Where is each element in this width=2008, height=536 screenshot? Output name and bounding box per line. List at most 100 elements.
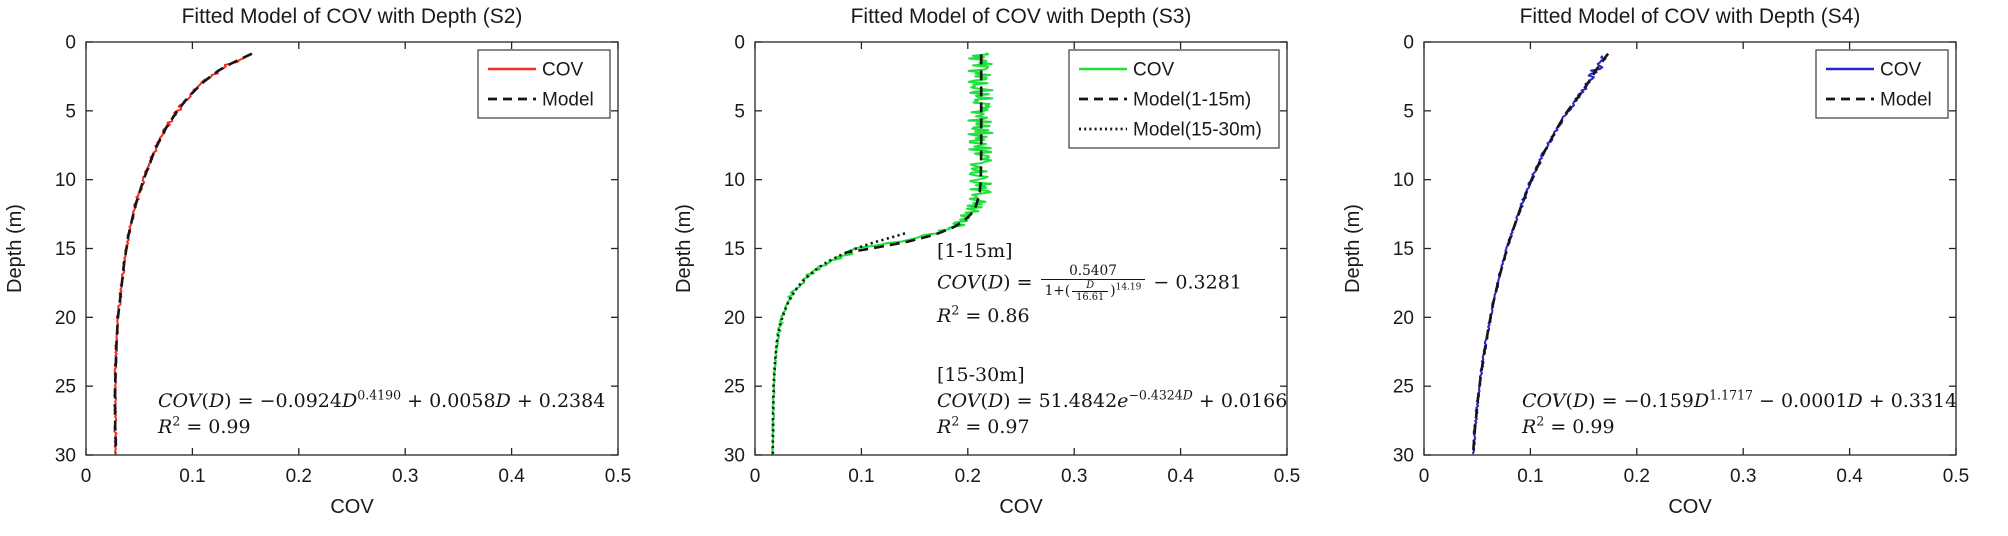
y-tick-label: 20 bbox=[724, 308, 745, 329]
equation-variable: e bbox=[1117, 390, 1129, 412]
equation-text: ) = −0.0924 bbox=[224, 390, 342, 412]
equation-variable: D bbox=[1847, 390, 1863, 412]
y-tick-label: 20 bbox=[55, 308, 76, 329]
equation-text: − 0.0001 bbox=[1753, 390, 1848, 412]
equation-line: R2 = 0.86 bbox=[937, 303, 1242, 329]
equation-text: −0.4324 bbox=[1128, 387, 1183, 403]
equation-text: + 0.0058 bbox=[401, 390, 496, 412]
legend-item-label: Model bbox=[1880, 90, 1932, 111]
legend-item-label: Model bbox=[542, 90, 594, 111]
equation-variable: COV bbox=[937, 271, 981, 294]
equation-variable: R bbox=[937, 305, 952, 328]
y-tick-label: 30 bbox=[724, 446, 745, 467]
chart-s4: 0 0.1 0.2 0.3 0.4 0.5 0 5 10 15 20 25 30 Fitted Model… bbox=[1342, 5, 1969, 518]
x-tick-label: 0.4 bbox=[498, 466, 525, 487]
equation-fraction: 0.5407 1+(D 16.61)14.19 bbox=[1040, 263, 1146, 304]
equation-line: COV(D) = 51.4842e−0.4324D + 0.0166 bbox=[937, 388, 1287, 414]
chart-s2: 0 0.1 0.2 0.3 0.4 0.5 0 5 10 15 20 25 30 Fitted Model… bbox=[4, 5, 631, 518]
equation-superscript: 2 bbox=[1536, 413, 1545, 429]
equation-text: 1+( bbox=[1044, 283, 1071, 300]
series-line-model bbox=[1471, 52, 1610, 454]
x-tick-label: 0 bbox=[750, 466, 761, 487]
x-tick-label: 0.5 bbox=[1943, 466, 1969, 487]
equation-text: 16.61 bbox=[1076, 292, 1105, 304]
equation-annotation: COV(D) = −0.159D1.1717 − 0.0001D + 0.331… bbox=[1522, 388, 1957, 440]
equation-variable: D bbox=[987, 390, 1004, 412]
panel-s4: 0 0.1 0.2 0.3 0.4 0.5 0 5 10 15 20 25 30 Fitted Model… bbox=[1338, 0, 2007, 536]
y-tick-label: 15 bbox=[1393, 239, 1414, 260]
x-tick-label: 0 bbox=[1419, 466, 1430, 487]
legend-item-label: COV bbox=[542, 60, 584, 81]
y-axis-label: Depth (m) bbox=[4, 204, 26, 293]
y-tick-label: 30 bbox=[1393, 446, 1414, 467]
y-tick-label: 5 bbox=[65, 101, 76, 122]
equation-line: COV(D) = −0.0924D0.4190 + 0.0058D + 0.23… bbox=[158, 388, 605, 414]
x-tick-label: 0.2 bbox=[1624, 466, 1650, 487]
series-line-model-1-15m- bbox=[845, 54, 983, 254]
equation-text: [15-30m] bbox=[937, 364, 1025, 386]
equation-annotation: [1-15m] COV(D) = 0.5407 1+(D 16.61)14.19 − … bbox=[937, 238, 1242, 329]
equation-variable: D bbox=[342, 390, 358, 412]
x-tick-label: 0.4 bbox=[1167, 466, 1194, 487]
equation-text: ( bbox=[201, 390, 209, 412]
equation-variable: D bbox=[495, 390, 511, 412]
y-tick-label: 15 bbox=[55, 239, 76, 260]
equation-text: ( bbox=[1565, 390, 1573, 412]
x-axis-label: COV bbox=[330, 496, 374, 518]
equation-text: + 0.0166 bbox=[1192, 390, 1288, 412]
fraction-numerator: 0.5407 bbox=[1065, 263, 1121, 279]
equation-superscript: 0.4190 bbox=[357, 387, 402, 403]
equation-line: R2 = 0.99 bbox=[158, 414, 605, 440]
chart-title: Fitted Model of COV with Depth (S2) bbox=[182, 5, 523, 28]
equation-text: ) = 51.4842 bbox=[1003, 390, 1118, 412]
x-tick-label: 0.1 bbox=[179, 466, 205, 487]
legend-item-label: Model(1-15m) bbox=[1133, 90, 1251, 111]
y-tick-label: 15 bbox=[724, 239, 745, 260]
equation-variable: D bbox=[987, 271, 1004, 294]
x-tick-label: 0.4 bbox=[1836, 466, 1863, 487]
legend-box bbox=[1068, 49, 1280, 149]
equation-superscript: −0.4324D bbox=[1128, 388, 1192, 403]
annotations-s2: COV(D) = −0.0924D0.4190 + 0.0058D + 0.23… bbox=[0, 0, 669, 536]
equation-fraction: D 16.61 bbox=[1072, 280, 1109, 304]
x-tick-label: 0.5 bbox=[605, 466, 631, 487]
equation-text: + 0.2384 bbox=[510, 390, 606, 412]
fraction-numerator: D bbox=[1082, 280, 1098, 291]
y-axis-label: Depth (m) bbox=[673, 204, 695, 293]
x-axis-label: COV bbox=[1668, 496, 1712, 518]
equation-line: COV(D) = 0.5407 1+(D 16.61)14.19 − 0.3281 bbox=[937, 263, 1242, 304]
equation-superscript: 2 bbox=[951, 413, 960, 429]
panel-s3: 0 0.1 0.2 0.3 0.4 0.5 0 5 10 15 20 25 30 Fitted Model… bbox=[669, 0, 1338, 536]
equation-annotation: [15-30m] COV(D) = 51.4842e−0.4324D + 0.01… bbox=[937, 362, 1287, 440]
equation-line: [1-15m] bbox=[937, 238, 1242, 264]
annotations-s4: COV(D) = −0.159D1.1717 − 0.0001D + 0.331… bbox=[1338, 0, 2007, 536]
equation-variable: COV bbox=[1522, 390, 1566, 412]
y-tick-label: 10 bbox=[55, 170, 76, 191]
equation-line: R2 = 0.99 bbox=[1522, 414, 1957, 440]
legend-box bbox=[1815, 49, 1949, 119]
equation-line: COV(D) = −0.159D1.1717 − 0.0001D + 0.331… bbox=[1522, 388, 1957, 414]
x-axis-label: COV bbox=[999, 496, 1043, 518]
x-tick-label: 0.3 bbox=[1730, 466, 1756, 487]
equation-line: R2 = 0.97 bbox=[937, 414, 1287, 440]
equation-annotation: COV(D) = −0.0924D0.4190 + 0.0058D + 0.23… bbox=[158, 388, 605, 440]
y-tick-label: 0 bbox=[734, 33, 745, 54]
y-tick-label: 20 bbox=[1393, 308, 1414, 329]
equation-text: + 0.3314 bbox=[1862, 390, 1958, 412]
equation-text: = 0.97 bbox=[959, 416, 1030, 438]
y-tick-label: 0 bbox=[65, 33, 76, 54]
equation-text: ) = bbox=[1003, 271, 1039, 294]
equation-variable: COV bbox=[937, 390, 981, 412]
equation-text: ( bbox=[980, 271, 988, 294]
x-tick-label: 0.1 bbox=[1517, 466, 1543, 487]
legend-item-label: Model(15-30m) bbox=[1133, 120, 1262, 141]
y-tick-label: 30 bbox=[55, 446, 76, 467]
x-tick-label: 0.2 bbox=[286, 466, 312, 487]
equation-variable: D bbox=[1182, 387, 1193, 403]
y-tick-label: 10 bbox=[724, 170, 745, 191]
equation-line: [15-30m] bbox=[937, 362, 1287, 388]
y-tick-label: 25 bbox=[724, 377, 745, 398]
y-tick-label: 25 bbox=[55, 377, 76, 398]
equation-superscript: 2 bbox=[951, 303, 960, 319]
